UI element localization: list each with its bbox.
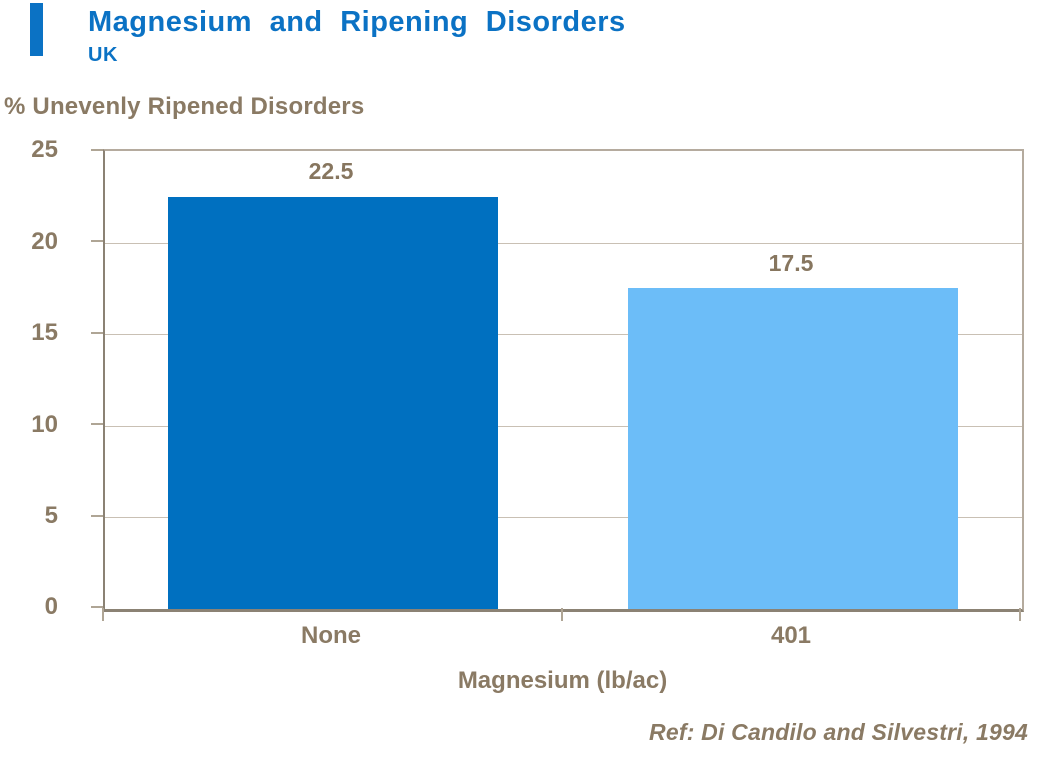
bar-none [168, 196, 498, 609]
gridline-20 [105, 242, 1022, 244]
x-tick-mark [102, 608, 104, 621]
y-tick-mark [91, 515, 103, 517]
y-tick-label-10: 10 [31, 411, 58, 438]
y-tick-mark [91, 423, 103, 425]
y-tick-mark [91, 606, 103, 608]
plot-area [103, 149, 1024, 612]
bar-401 [628, 288, 958, 609]
y-tick-label-25: 25 [31, 136, 58, 163]
x-tick-mark [1019, 608, 1021, 621]
value-label-none: 22.5 [308, 158, 354, 184]
y-tick-label-15: 15 [31, 319, 58, 346]
y-tick-mark [91, 149, 103, 151]
chart-subtitle: UK [88, 44, 118, 66]
x-tick-mark [561, 608, 563, 621]
gridline-15 [105, 334, 1022, 336]
category-label-none: None [301, 622, 361, 649]
category-label-401: 401 [770, 622, 812, 649]
y-tick-label-0: 0 [44, 593, 58, 620]
y-tick-label-5: 5 [44, 502, 58, 529]
y-tick-mark [91, 332, 103, 334]
title-accent-bar [30, 3, 43, 56]
y-tick-label-20: 20 [31, 228, 58, 255]
y-tick-mark [91, 240, 103, 242]
y-axis-title: % Unevenly Ripened Disorders [4, 93, 365, 120]
value-label-401: 17.5 [768, 250, 814, 276]
chart-title: Magnesium and Ripening Disorders [88, 6, 626, 38]
x-axis-title: Magnesium (lb/ac) [457, 667, 668, 694]
reference-text: Ref: Di Candilo and Silvestri, 1994 [649, 719, 1028, 745]
gridline-5 [105, 517, 1022, 519]
gridline-10 [105, 425, 1022, 427]
